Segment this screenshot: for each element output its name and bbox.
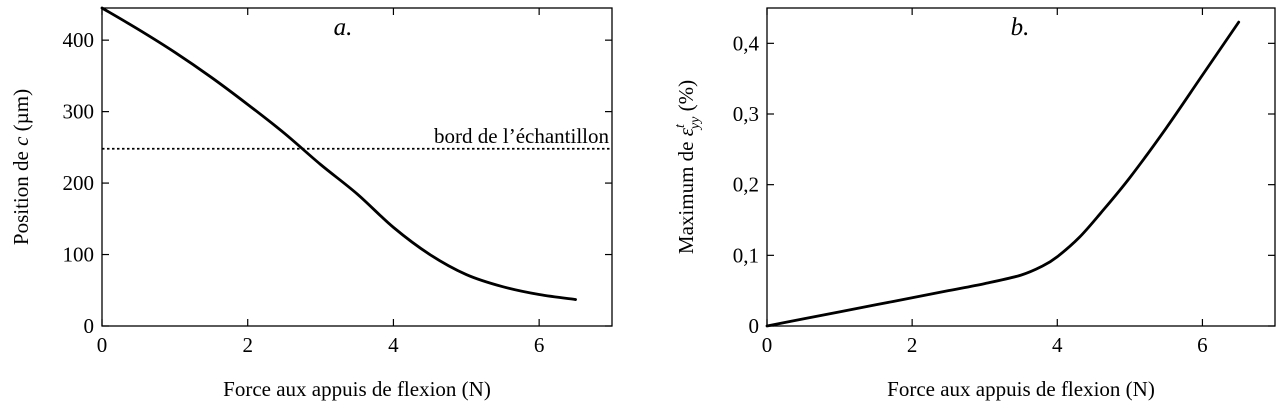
x-tick-label: 2 — [907, 333, 918, 357]
sample-edge-label: bord de l’échantillon — [434, 124, 609, 148]
y-tick-label: 200 — [63, 171, 95, 195]
x-tick-label: 2 — [242, 333, 253, 357]
y-axis-label-prefix: Position de — [9, 146, 33, 245]
x-tick-label: 4 — [1052, 333, 1063, 357]
y-axis-label-variable: c — [9, 136, 33, 146]
plot-frame — [766, 7, 1276, 327]
x-tick-label: 6 — [534, 333, 545, 357]
y-axis-label-subscript: yy — [688, 116, 703, 131]
y-tick-label: 0 — [84, 314, 95, 338]
panel-label: a. — [334, 14, 353, 41]
y-axis-label-superscript: t — [673, 123, 688, 128]
panel-label: b. — [1011, 14, 1030, 41]
y-tick-label: 400 — [63, 28, 95, 52]
y-axis-label-prefix: Maximum de — [674, 136, 698, 254]
x-tick-label: 0 — [97, 333, 108, 357]
series-line — [765, 20, 1241, 328]
x-tick-label: 6 — [1197, 333, 1208, 357]
y-axis-label: Position de c (µm) — [9, 89, 33, 245]
y-tick-label: 0,3 — [733, 102, 759, 126]
chart-panel-b: 0 2 4 6 0 0,1 0,2 0,3 0,4 Force aux appuis de fle… — [673, 7, 1276, 401]
chart-panel-a: 0 2 4 6 0 100 200 300 400 Force aux appuis de fle… — [9, 6, 613, 401]
x-axis-label: Force aux appuis de flexion (N) — [887, 377, 1155, 401]
x-tick-label: 0 — [762, 333, 773, 357]
series-line — [100, 6, 577, 301]
y-axis-label-suffix: (%) — [674, 80, 698, 117]
y-tick-label: 0,1 — [733, 243, 759, 267]
y-tick-label: 0,2 — [733, 173, 759, 197]
x-tick-label: 4 — [388, 333, 399, 357]
plot-frame — [101, 7, 613, 327]
y-tick-label: 0,4 — [733, 31, 760, 55]
y-axis-label: Maximum de εtyy (%) — [673, 80, 703, 254]
y-axis-label-variable: ε — [674, 127, 698, 136]
y-tick-label: 300 — [63, 100, 95, 124]
x-axis-label: Force aux appuis de flexion (N) — [223, 377, 491, 401]
y-tick-label: 100 — [63, 243, 95, 267]
y-axis-label-suffix: (µm) — [9, 89, 33, 137]
y-tick-label: 0 — [749, 314, 760, 338]
